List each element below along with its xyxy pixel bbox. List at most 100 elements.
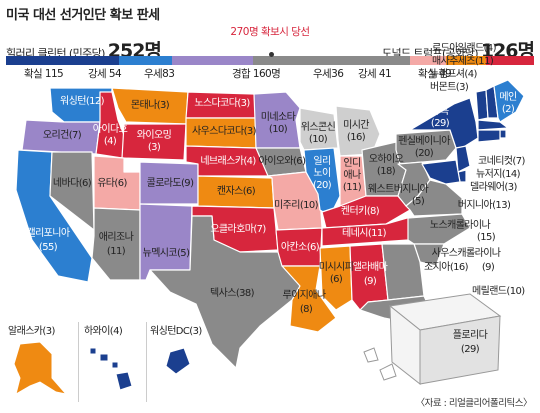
- label-nh: 뉴햄프셔(4): [430, 69, 477, 80]
- state-ma: [477, 119, 509, 131]
- bar-rep-lean: [410, 56, 446, 65]
- label-sc: 사우스캐롤라이나: [432, 247, 501, 259]
- label-id: 아이다호: [93, 123, 128, 135]
- state-mt: [111, 87, 189, 125]
- label-az-votes: (11): [107, 246, 126, 257]
- bar-tossup: [253, 56, 411, 65]
- state-tx: [149, 215, 301, 369]
- label-il-votes: (20): [313, 180, 332, 191]
- legend-dem-strong: 강세 54: [88, 68, 122, 80]
- label-nj: 뉴저지(14): [476, 169, 521, 180]
- label-wi-votes: (10): [309, 134, 328, 145]
- label-md: 메릴랜드(10): [472, 286, 525, 297]
- inset-hi-shape: [89, 347, 133, 391]
- inset-divider-1: [78, 322, 79, 402]
- inset-hi-label: 하와이(4): [84, 326, 123, 337]
- label-in: 인디: [343, 157, 360, 169]
- label-mn-votes: (10): [269, 124, 288, 135]
- label-sd: 사우스다코다(3): [192, 125, 257, 137]
- label-mi-votes: (16): [347, 132, 366, 143]
- label-al: 앨라배마: [353, 260, 388, 273]
- source-note: 〈자료 : 리얼클리어폴리틱스〉: [415, 398, 533, 409]
- inset-ak-label: 알래스카(3): [8, 326, 55, 337]
- label-wy-votes: (3): [148, 142, 161, 153]
- label-wi: 위스콘신: [301, 120, 336, 133]
- state-ri: [499, 129, 507, 139]
- label-vt: 버몬트(3): [430, 82, 469, 93]
- label-ga: 조지아(16): [424, 261, 469, 273]
- label-tx: 텍사스(38): [210, 287, 255, 299]
- label-ca: 캘리포니아: [26, 227, 69, 239]
- label-me-votes: (2): [502, 104, 515, 115]
- label-ut: 유타(6): [97, 177, 127, 189]
- bar-dem-lean: [171, 56, 254, 65]
- label-nm: 뉴멕시코(5): [143, 247, 190, 259]
- label-ma: 매사추세츠(11): [432, 56, 494, 67]
- label-ri: 로드아일랜드(4): [432, 43, 497, 54]
- label-oh-votes: (18): [377, 166, 396, 177]
- state-labels: 워싱턴(12) 오리건(7) 캘리포니아 (55) 네바다(6) 아이다호 (4…: [26, 91, 517, 355]
- label-mi: 미시간: [343, 119, 369, 131]
- label-mo: 미주리(10): [274, 199, 319, 211]
- bar-dem-safe: [6, 56, 119, 65]
- label-ia: 아이오와(6): [259, 155, 306, 167]
- label-in-votes: (11): [343, 182, 362, 193]
- state-nj: [455, 145, 471, 173]
- threshold-marker: [269, 52, 274, 57]
- bar-dem-strong: [118, 56, 172, 65]
- state-md: [421, 159, 461, 185]
- label-wa: 워싱턴(12): [60, 94, 105, 107]
- legend-tossup: 경합 160명: [232, 68, 281, 80]
- legend-rep-safe: 확실 49: [418, 68, 452, 80]
- inset-dc-label: 워싱턴DC(3): [150, 326, 202, 337]
- state-az: [91, 207, 141, 281]
- label-la-votes: (8): [300, 304, 313, 315]
- label-mt: 몬태나(3): [131, 99, 170, 111]
- label-nv: 네바다(6): [53, 177, 92, 189]
- label-sc-votes: (9): [482, 262, 495, 273]
- state-ms: [319, 245, 353, 311]
- label-me: 메인: [499, 91, 517, 103]
- label-la: 루이지애나: [282, 289, 325, 301]
- label-nc: 노스캐롤라이나: [430, 219, 491, 231]
- label-in-2: 애나: [343, 169, 361, 181]
- label-wv: 웨스트버지니아: [368, 183, 429, 195]
- state-ct: [477, 129, 501, 143]
- label-tn: 테네시(11): [342, 227, 387, 239]
- label-ny: 뉴욕: [431, 105, 449, 117]
- label-ny-votes: (29): [431, 118, 450, 129]
- insets-graphic: [13, 341, 191, 396]
- threshold-label: 270명 확보시 당선: [230, 26, 310, 38]
- legend-rep-strong: 강세 41: [358, 68, 392, 80]
- state-ga: [381, 243, 425, 301]
- bar-rep-strong: [445, 56, 486, 65]
- label-al-votes: (9): [364, 276, 377, 287]
- inset-divider-2: [146, 322, 147, 402]
- state-la: [281, 265, 337, 333]
- label-co: 콜로라도(9): [147, 177, 194, 189]
- bar-rep-safe: [485, 56, 534, 65]
- state-va: [405, 179, 463, 217]
- legend-dem-safe: 확실 115: [24, 68, 64, 80]
- ballot-box-illustration: [363, 293, 502, 386]
- label-il-2: 노이: [313, 167, 330, 179]
- label-de: 델라웨어(3): [470, 182, 517, 193]
- label-pa-votes: (20): [415, 148, 434, 159]
- state-wy: [121, 123, 187, 161]
- legend-dem-lean: 우세83: [144, 68, 175, 80]
- label-fl: 플로리다: [453, 329, 488, 341]
- label-mn: 미네소타: [261, 111, 296, 123]
- label-ms: 미시시피: [319, 261, 353, 273]
- label-ms-votes: (6): [330, 274, 343, 285]
- us-electoral-map: 워싱턴(12) 오리건(7) 캘리포니아 (55) 네바다(6) 아이다호 (4…: [15, 80, 525, 386]
- label-nc-votes: (15): [477, 232, 496, 243]
- label-pa: 펜실베이니아: [398, 135, 450, 147]
- label-ky: 켄터키(8): [341, 205, 380, 217]
- label-wv-votes: (5): [412, 196, 425, 207]
- label-nd: 노스다코다(3): [194, 97, 250, 109]
- label-ok: 오클라호마(7): [210, 223, 266, 235]
- inset-ak-shape: [13, 341, 68, 396]
- inset-dc-shape: [165, 347, 191, 375]
- state-nm: [139, 203, 193, 281]
- state-me: [493, 80, 525, 123]
